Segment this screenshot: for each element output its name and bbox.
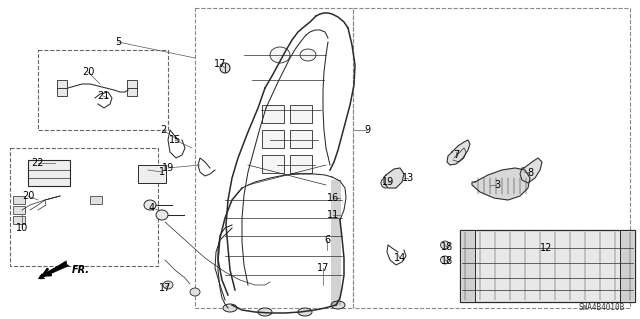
Ellipse shape	[331, 301, 345, 309]
Text: 9: 9	[364, 125, 370, 135]
Text: 18: 18	[441, 242, 453, 252]
Bar	[38, 50, 168, 130]
Ellipse shape	[163, 281, 173, 289]
Text: 8: 8	[527, 168, 533, 178]
Bar	[28, 160, 70, 186]
Bar	[13, 206, 25, 214]
Text: 19: 19	[162, 163, 174, 173]
Bar	[620, 230, 635, 302]
Ellipse shape	[223, 304, 237, 312]
Ellipse shape	[300, 49, 316, 61]
Ellipse shape	[440, 256, 449, 264]
Text: 3: 3	[494, 180, 500, 190]
Text: 1: 1	[159, 167, 165, 177]
Text: 5: 5	[115, 37, 121, 47]
Text: 11: 11	[327, 210, 339, 220]
Bar	[127, 88, 137, 96]
Polygon shape	[384, 168, 404, 188]
Text: FR.: FR.	[72, 265, 90, 275]
Text: 16: 16	[327, 193, 339, 203]
Text: SWA4B4010B: SWA4B4010B	[579, 303, 625, 312]
Text: 15: 15	[169, 135, 181, 145]
Bar	[13, 216, 25, 224]
Bar	[262, 130, 284, 148]
Text: 7: 7	[453, 150, 459, 160]
Text: 21: 21	[97, 91, 109, 101]
Bar	[195, 8, 353, 308]
Bar	[290, 130, 312, 148]
Text: 17: 17	[317, 263, 329, 273]
Ellipse shape	[381, 178, 391, 188]
Bar	[290, 105, 312, 123]
Bar	[10, 148, 158, 266]
Bar	[138, 165, 166, 183]
Ellipse shape	[156, 210, 168, 220]
Text: 4: 4	[149, 203, 155, 213]
Ellipse shape	[144, 200, 156, 210]
Text: 6: 6	[324, 235, 330, 245]
Text: 20: 20	[22, 191, 34, 201]
Text: 17: 17	[214, 59, 226, 69]
Text: 20: 20	[82, 67, 94, 77]
Text: 13: 13	[402, 173, 414, 183]
Text: 19: 19	[382, 177, 394, 187]
Text: 2: 2	[160, 125, 166, 135]
Ellipse shape	[440, 241, 449, 249]
Text: 12: 12	[540, 243, 552, 253]
Bar	[13, 196, 25, 204]
Polygon shape	[447, 140, 470, 165]
Text: 17: 17	[159, 283, 171, 293]
Polygon shape	[472, 168, 530, 200]
Bar	[90, 196, 102, 204]
Ellipse shape	[258, 308, 272, 316]
Polygon shape	[520, 158, 542, 183]
Text: 18: 18	[441, 256, 453, 266]
Bar	[290, 155, 312, 173]
Text: 22: 22	[32, 158, 44, 168]
Bar	[57, 80, 67, 88]
Text: 10: 10	[16, 223, 28, 233]
Ellipse shape	[190, 288, 200, 296]
Ellipse shape	[270, 47, 290, 63]
Bar	[460, 230, 635, 302]
Bar	[57, 88, 67, 96]
Ellipse shape	[220, 63, 230, 73]
Bar	[127, 80, 137, 88]
Bar	[460, 230, 475, 302]
Bar	[262, 105, 284, 123]
Ellipse shape	[298, 308, 312, 316]
Text: 14: 14	[394, 253, 406, 263]
Bar	[262, 155, 284, 173]
Bar	[353, 8, 630, 308]
